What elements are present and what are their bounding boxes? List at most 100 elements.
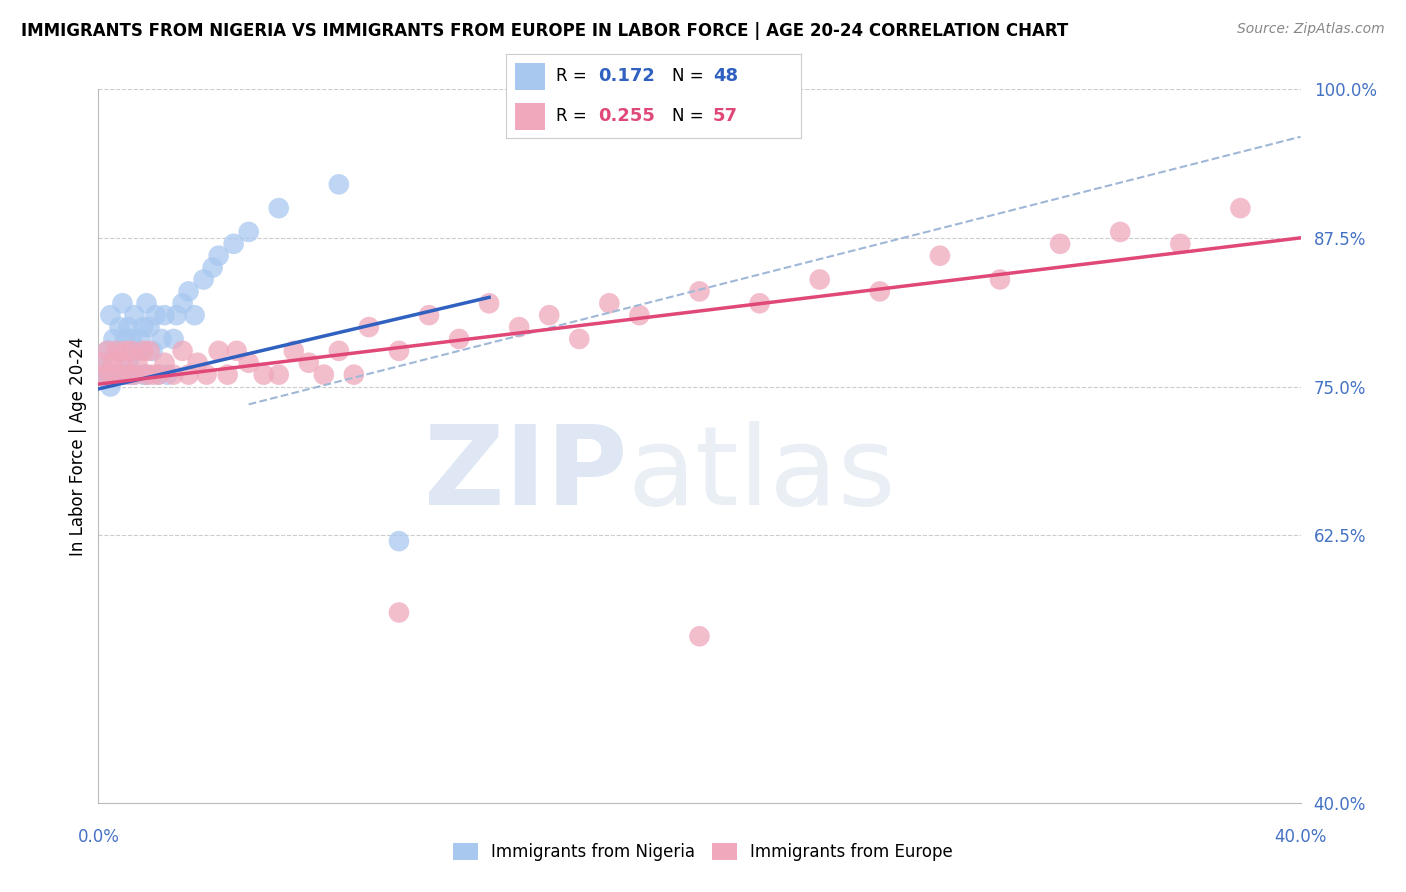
Point: [96, 343, 118, 358]
Point: [357, 320, 380, 334]
Text: 40.0%: 40.0%: [1274, 828, 1327, 846]
Point: [283, 343, 305, 358]
Point: [124, 368, 146, 382]
Point: [132, 368, 155, 382]
Point: [132, 343, 155, 358]
Text: 48: 48: [713, 68, 738, 86]
Point: [114, 343, 136, 358]
Text: atlas: atlas: [627, 421, 896, 528]
Text: ZIP: ZIP: [425, 421, 627, 528]
Point: [124, 368, 146, 382]
Point: [111, 356, 134, 370]
Point: [187, 356, 209, 370]
Point: [145, 308, 167, 322]
Point: [538, 308, 561, 322]
Text: R =: R =: [557, 68, 592, 86]
Point: [238, 225, 260, 239]
FancyBboxPatch shape: [515, 103, 544, 130]
Point: [183, 308, 205, 322]
Point: [988, 272, 1011, 286]
Point: [1229, 201, 1251, 215]
Point: [153, 356, 176, 370]
Point: [177, 285, 200, 299]
Point: [688, 629, 710, 643]
Text: 57: 57: [713, 107, 738, 125]
Point: [153, 308, 176, 322]
Point: [138, 320, 160, 334]
Text: 0.172: 0.172: [598, 68, 655, 86]
Point: [1049, 236, 1071, 251]
Text: IMMIGRANTS FROM NIGERIA VS IMMIGRANTS FROM EUROPE IN LABOR FORCE | AGE 20-24 COR: IMMIGRANTS FROM NIGERIA VS IMMIGRANTS FR…: [21, 22, 1069, 40]
Legend: Immigrants from Nigeria, Immigrants from Europe: Immigrants from Nigeria, Immigrants from…: [446, 836, 960, 868]
Point: [201, 260, 224, 275]
Point: [217, 368, 239, 382]
Point: [1109, 225, 1132, 239]
Point: [1170, 236, 1192, 251]
Point: [117, 356, 139, 370]
Text: Source: ZipAtlas.com: Source: ZipAtlas.com: [1237, 22, 1385, 37]
Point: [90, 356, 112, 370]
Point: [195, 368, 218, 382]
Point: [222, 236, 245, 251]
Point: [135, 368, 157, 382]
Point: [100, 308, 122, 322]
Point: [343, 368, 366, 382]
Point: [328, 343, 350, 358]
Point: [141, 368, 163, 382]
Point: [808, 272, 831, 286]
Point: [298, 356, 321, 370]
Point: [148, 368, 170, 382]
Point: [105, 343, 128, 358]
Point: [127, 343, 149, 358]
Point: [628, 308, 651, 322]
Point: [508, 320, 530, 334]
Text: N =: N =: [672, 107, 709, 125]
Point: [117, 368, 139, 382]
Point: [193, 272, 215, 286]
Point: [208, 343, 231, 358]
Point: [138, 343, 160, 358]
Point: [105, 343, 128, 358]
Text: N =: N =: [672, 68, 709, 86]
Point: [156, 368, 179, 382]
Point: [135, 368, 157, 382]
Point: [312, 368, 335, 382]
Point: [108, 320, 131, 334]
Text: 0.255: 0.255: [598, 107, 655, 125]
Point: [225, 343, 247, 358]
Point: [117, 320, 139, 334]
FancyBboxPatch shape: [515, 62, 544, 90]
Point: [127, 356, 149, 370]
Text: 0.0%: 0.0%: [77, 828, 120, 846]
Point: [598, 296, 620, 310]
Point: [100, 379, 122, 393]
Point: [132, 320, 155, 334]
Point: [96, 368, 118, 382]
Point: [162, 332, 184, 346]
Point: [447, 332, 470, 346]
Point: [688, 285, 710, 299]
Point: [96, 343, 118, 358]
Point: [568, 332, 591, 346]
Point: [388, 606, 411, 620]
Point: [208, 249, 231, 263]
Point: [103, 332, 125, 346]
Point: [418, 308, 440, 322]
Point: [100, 368, 122, 382]
Point: [748, 296, 770, 310]
Point: [121, 343, 143, 358]
Point: [141, 343, 163, 358]
Y-axis label: In Labor Force | Age 20-24: In Labor Force | Age 20-24: [69, 336, 87, 556]
Point: [253, 368, 276, 382]
Point: [90, 356, 112, 370]
Point: [111, 296, 134, 310]
Point: [162, 368, 184, 382]
Point: [148, 368, 170, 382]
Point: [267, 201, 290, 215]
Point: [93, 368, 115, 382]
Point: [135, 296, 157, 310]
Point: [93, 368, 115, 382]
Point: [177, 368, 200, 382]
Point: [166, 308, 188, 322]
Point: [114, 332, 136, 346]
